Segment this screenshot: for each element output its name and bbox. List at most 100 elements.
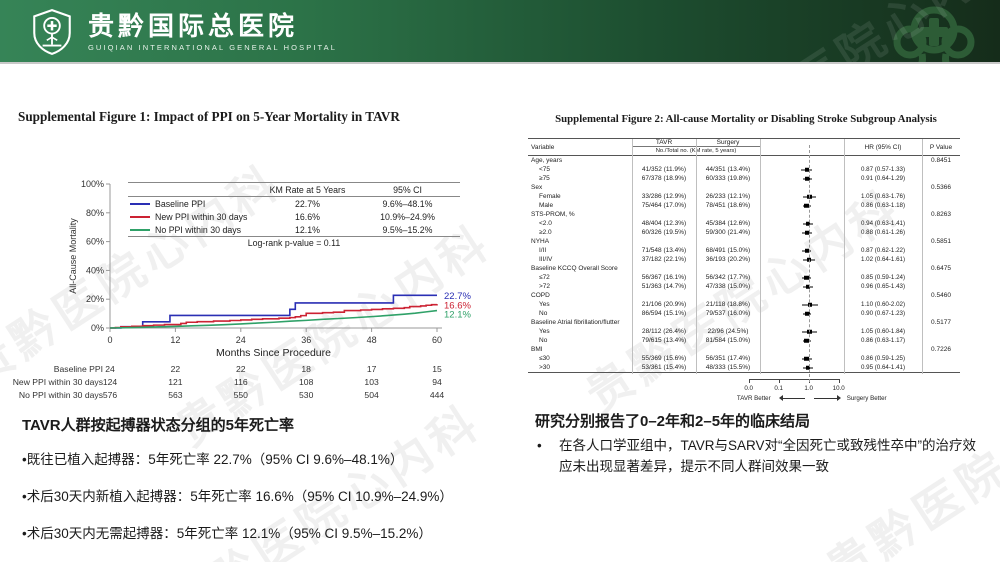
svg-text:16.6%: 16.6% (444, 301, 471, 312)
forest-row: Sex 0.5366 (531, 184, 951, 191)
svg-text:100%: 100% (81, 179, 104, 189)
svg-text:80%: 80% (86, 208, 104, 218)
forest-row: COPD 0.5460 (531, 292, 951, 299)
forest-row: I/II 71/548 (13.4%) 68/491 (15.0%) 0.87 (0.… (539, 247, 906, 254)
svg-text:121: 121 (168, 377, 183, 387)
forest-col-subhead: No./Total no. (KM rate, 5 years) (655, 148, 737, 154)
svg-text:22.7%: 22.7% (444, 291, 471, 302)
tavr-better-label: TAVR Better (736, 395, 771, 402)
left-note-bullet: •术后30天内新植入起搏器：5年死亡率 16.6%（95% CI 10.9%–2… (22, 489, 453, 504)
forest-row: No 79/615 (13.4%) 81/584 (15.0%) 0.86 (0.63… (539, 337, 906, 344)
legend-ci-value: 9.6%–48.1% (382, 198, 433, 209)
svg-text:0: 0 (107, 335, 112, 345)
legend-row: New PPI within 30 days 16.6% 10.9%–24.9% (128, 210, 460, 223)
legend-rate-value: 16.6% (295, 211, 320, 222)
forest-row: >30 53/361 (15.4%) 48/333 (15.5%) 0.95 (0.6… (539, 364, 906, 371)
left-note-bullet: •既往已植入起搏器：5年死亡率 22.7%（95% CI 9.6%–48.1%） (22, 452, 404, 467)
forest-row: ≥2.0 60/326 (19.5%) 59/300 (21.4%) 0.88 (0.… (539, 229, 906, 236)
right-note-bullet: 在各人口学亚组中，TAVR与SARV对“全因死亡或致残性卒中”的治疗效应未出现显… (559, 438, 977, 474)
right-notes: 研究分别报告了0–2年和2–5年的临床结局 • 在各人口学亚组中，TAVR与SA… (535, 410, 980, 478)
km-chart: 0% 20% 40% 60% 80% 100% 0 12 24 36 48 60 All-Cause M… (0, 172, 490, 412)
forest-col-variable: Variable (531, 143, 555, 151)
legend-col-ci: 95% CI (393, 184, 422, 195)
svg-text:124: 124 (103, 377, 118, 387)
legend-series-label: Baseline PPI (155, 198, 206, 209)
svg-text:12: 12 (170, 335, 180, 345)
legend-col-rate: KM Rate at 5 Years (269, 184, 346, 195)
surgery-better-label: Surgery Better (846, 395, 887, 402)
svg-text:103: 103 (364, 377, 379, 387)
svg-text:Baseline PPI: Baseline PPI (54, 364, 103, 374)
legend-series-label: New PPI within 30 days (155, 211, 248, 222)
forest-row: Yes 21/106 (20.9%) 21/118 (18.8%) 1.10 (0.6… (539, 301, 906, 308)
svg-text:15: 15 (432, 364, 442, 374)
forest-row: Baseline KCCQ Overall Score 0.6475 (531, 265, 951, 272)
legend-swatch (130, 202, 150, 205)
svg-text:24: 24 (105, 364, 115, 374)
forest-row: >72 51/363 (14.7%) 47/338 (15.0%) 0.96 (0.6… (539, 283, 906, 290)
forest-row: ≤72 56/367 (16.1%) 56/342 (17.7%) 0.85 (0.5… (539, 274, 906, 281)
right-notes-heading: 研究分别报告了0–2年和2–5年的临床结局 (535, 413, 811, 430)
forest-axis-tick: 10.0 (832, 385, 845, 392)
svg-text:550: 550 (234, 390, 249, 400)
header-tree-cross-icon (893, 6, 975, 62)
svg-text:Months Since Procedure: Months Since Procedure (216, 347, 331, 359)
forest-row: Yes 28/112 (26.4%) 22/96 (24.5%) 1.05 (0.60… (539, 328, 906, 335)
svg-text:No PPI within 30 days: No PPI within 30 days (19, 390, 103, 400)
svg-text:576: 576 (103, 390, 118, 400)
forest-axis-tick: 1.0 (804, 385, 813, 392)
svg-text:444: 444 (430, 390, 445, 400)
svg-text:0%: 0% (91, 323, 104, 333)
km-chart-svg: 0% 20% 40% 60% 80% 100% 0 12 24 36 48 60 All-Cause M… (13, 179, 472, 400)
svg-text:22: 22 (171, 364, 181, 374)
legend-ci-value: 9.5%–15.2% (382, 224, 433, 235)
legend-swatch (130, 215, 150, 218)
svg-text:40%: 40% (86, 265, 104, 275)
hospital-name: 贵黔国际总医院 (88, 11, 299, 41)
svg-text:20%: 20% (86, 294, 104, 304)
forest-body: Age, years 0.8451 <75 41/352 (11.9%) 44/351 … (528, 156, 960, 373)
forest-axis-tick: 0.1 (774, 385, 783, 392)
svg-text:18: 18 (301, 364, 311, 374)
svg-text:22: 22 (236, 364, 246, 374)
forest-col-hr: HR (95% CI) (864, 143, 902, 151)
forest-axis: 0.0 0.1 1.0 10.0 TAVR Better Surgery Better (528, 375, 960, 407)
figure1-title: Supplemental Figure 1: Impact of PPI on … (18, 108, 400, 124)
legend-series-label: No PPI within 30 days (155, 224, 242, 235)
forest-row: NYHA 0.5851 (531, 238, 951, 245)
hospital-logo-shield-icon (33, 8, 71, 56)
forest-row: Male 75/464 (17.0%) 78/451 (18.6%) 0.86 (0.… (539, 202, 906, 209)
svg-text:563: 563 (168, 390, 183, 400)
svg-text:504: 504 (364, 390, 379, 400)
svg-text:116: 116 (234, 377, 248, 387)
figure2-title: Supplemental Figure 2: All-cause Mortali… (555, 112, 937, 125)
svg-text:12.1%: 12.1% (444, 310, 471, 321)
forest-row: ≥75 67/378 (18.9%) 60/333 (19.8%) 0.91 (0.6… (539, 175, 906, 182)
svg-text:24: 24 (236, 335, 246, 345)
forest-row: Female 33/286 (12.9%) 26/233 (12.1%) 1.05 (… (539, 193, 906, 200)
left-notes: TAVR人群按起搏器状态分组的5年死亡率 •既往已植入起搏器：5年死亡率 22.… (22, 414, 512, 559)
forest-row: ≤30 55/369 (15.6%) 56/351 (17.4%) 0.86 (0.5… (539, 355, 906, 362)
legend-swatch (130, 228, 150, 231)
left-notes-heading: TAVR人群按起搏器状态分组的5年死亡率 (22, 417, 294, 434)
forest-row: Baseline Atrial fibrillation/flutter 0.51… (531, 319, 951, 326)
forest-row: <75 41/352 (11.9%) 44/351 (13.4%) 0.87 (0.5… (539, 166, 906, 173)
forest-col-surgery: Surgery (696, 139, 760, 147)
legend-ci-value: 10.9%–24.9% (380, 211, 435, 222)
legend-header-row: KM Rate at 5 Years 95% CI (128, 183, 460, 197)
forest-row: Age, years 0.8451 (531, 157, 951, 164)
forest-row: BMI 0.7226 (531, 346, 951, 353)
forest-plot: Variable TAVR Surgery No./Total no. (KM … (528, 138, 960, 407)
forest-col-p: P Value (929, 143, 953, 151)
svg-text:48: 48 (367, 335, 377, 345)
svg-text:530: 530 (299, 390, 314, 400)
svg-text:94: 94 (432, 377, 442, 387)
svg-text:60: 60 (432, 335, 442, 345)
legend-rate-value: 12.1% (295, 224, 320, 235)
bullet-marker: • (537, 438, 542, 453)
svg-text:36: 36 (301, 335, 311, 345)
svg-text:All-Cause Mortality: All-Cause Mortality (68, 218, 78, 294)
legend-row: No PPI within 30 days 12.1% 9.5%–15.2% (128, 223, 460, 236)
header-bar: 贵黔医院心内科 贵黔国际总医院 GUIQIAN INTERNATIONAL GE… (0, 0, 1000, 64)
